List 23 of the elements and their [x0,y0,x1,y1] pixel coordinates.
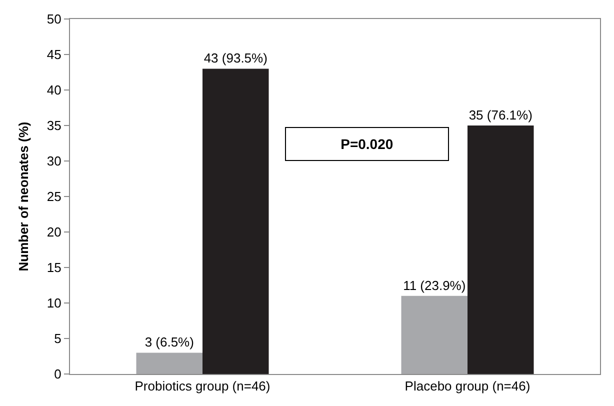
bar [136,352,202,374]
x-tick-label: Placebo group (n=46) [404,378,530,394]
data-label: 3 (6.5%) [144,334,194,350]
bar [202,68,269,374]
y-tick-label: 15 [46,260,62,276]
annotation: P=0.020 [340,136,394,152]
y-tick-label: 45 [46,47,62,62]
data-label: 43 (93.5%) [204,50,268,66]
bar [401,296,468,374]
y-axis-title: Number of neonates (%) [16,122,31,272]
x-tick-label: Probiotics group (n=46) [134,378,270,394]
y-tick-label: 10 [46,296,62,311]
bar [468,126,534,374]
y-tick-label: 25 [46,189,62,204]
y-tick-label: 5 [54,331,62,346]
y-tick-label: 40 [46,82,62,98]
y-tick-label: 30 [46,154,62,169]
y-tick-label: 35 [46,118,62,134]
data-label: 11 (23.9%) [403,278,466,293]
data-label: 35 (76.1%) [468,108,532,122]
y-tick-label: 50 [46,12,62,27]
y-tick-label: 0 [54,366,62,382]
y-tick-label: 20 [46,224,62,240]
